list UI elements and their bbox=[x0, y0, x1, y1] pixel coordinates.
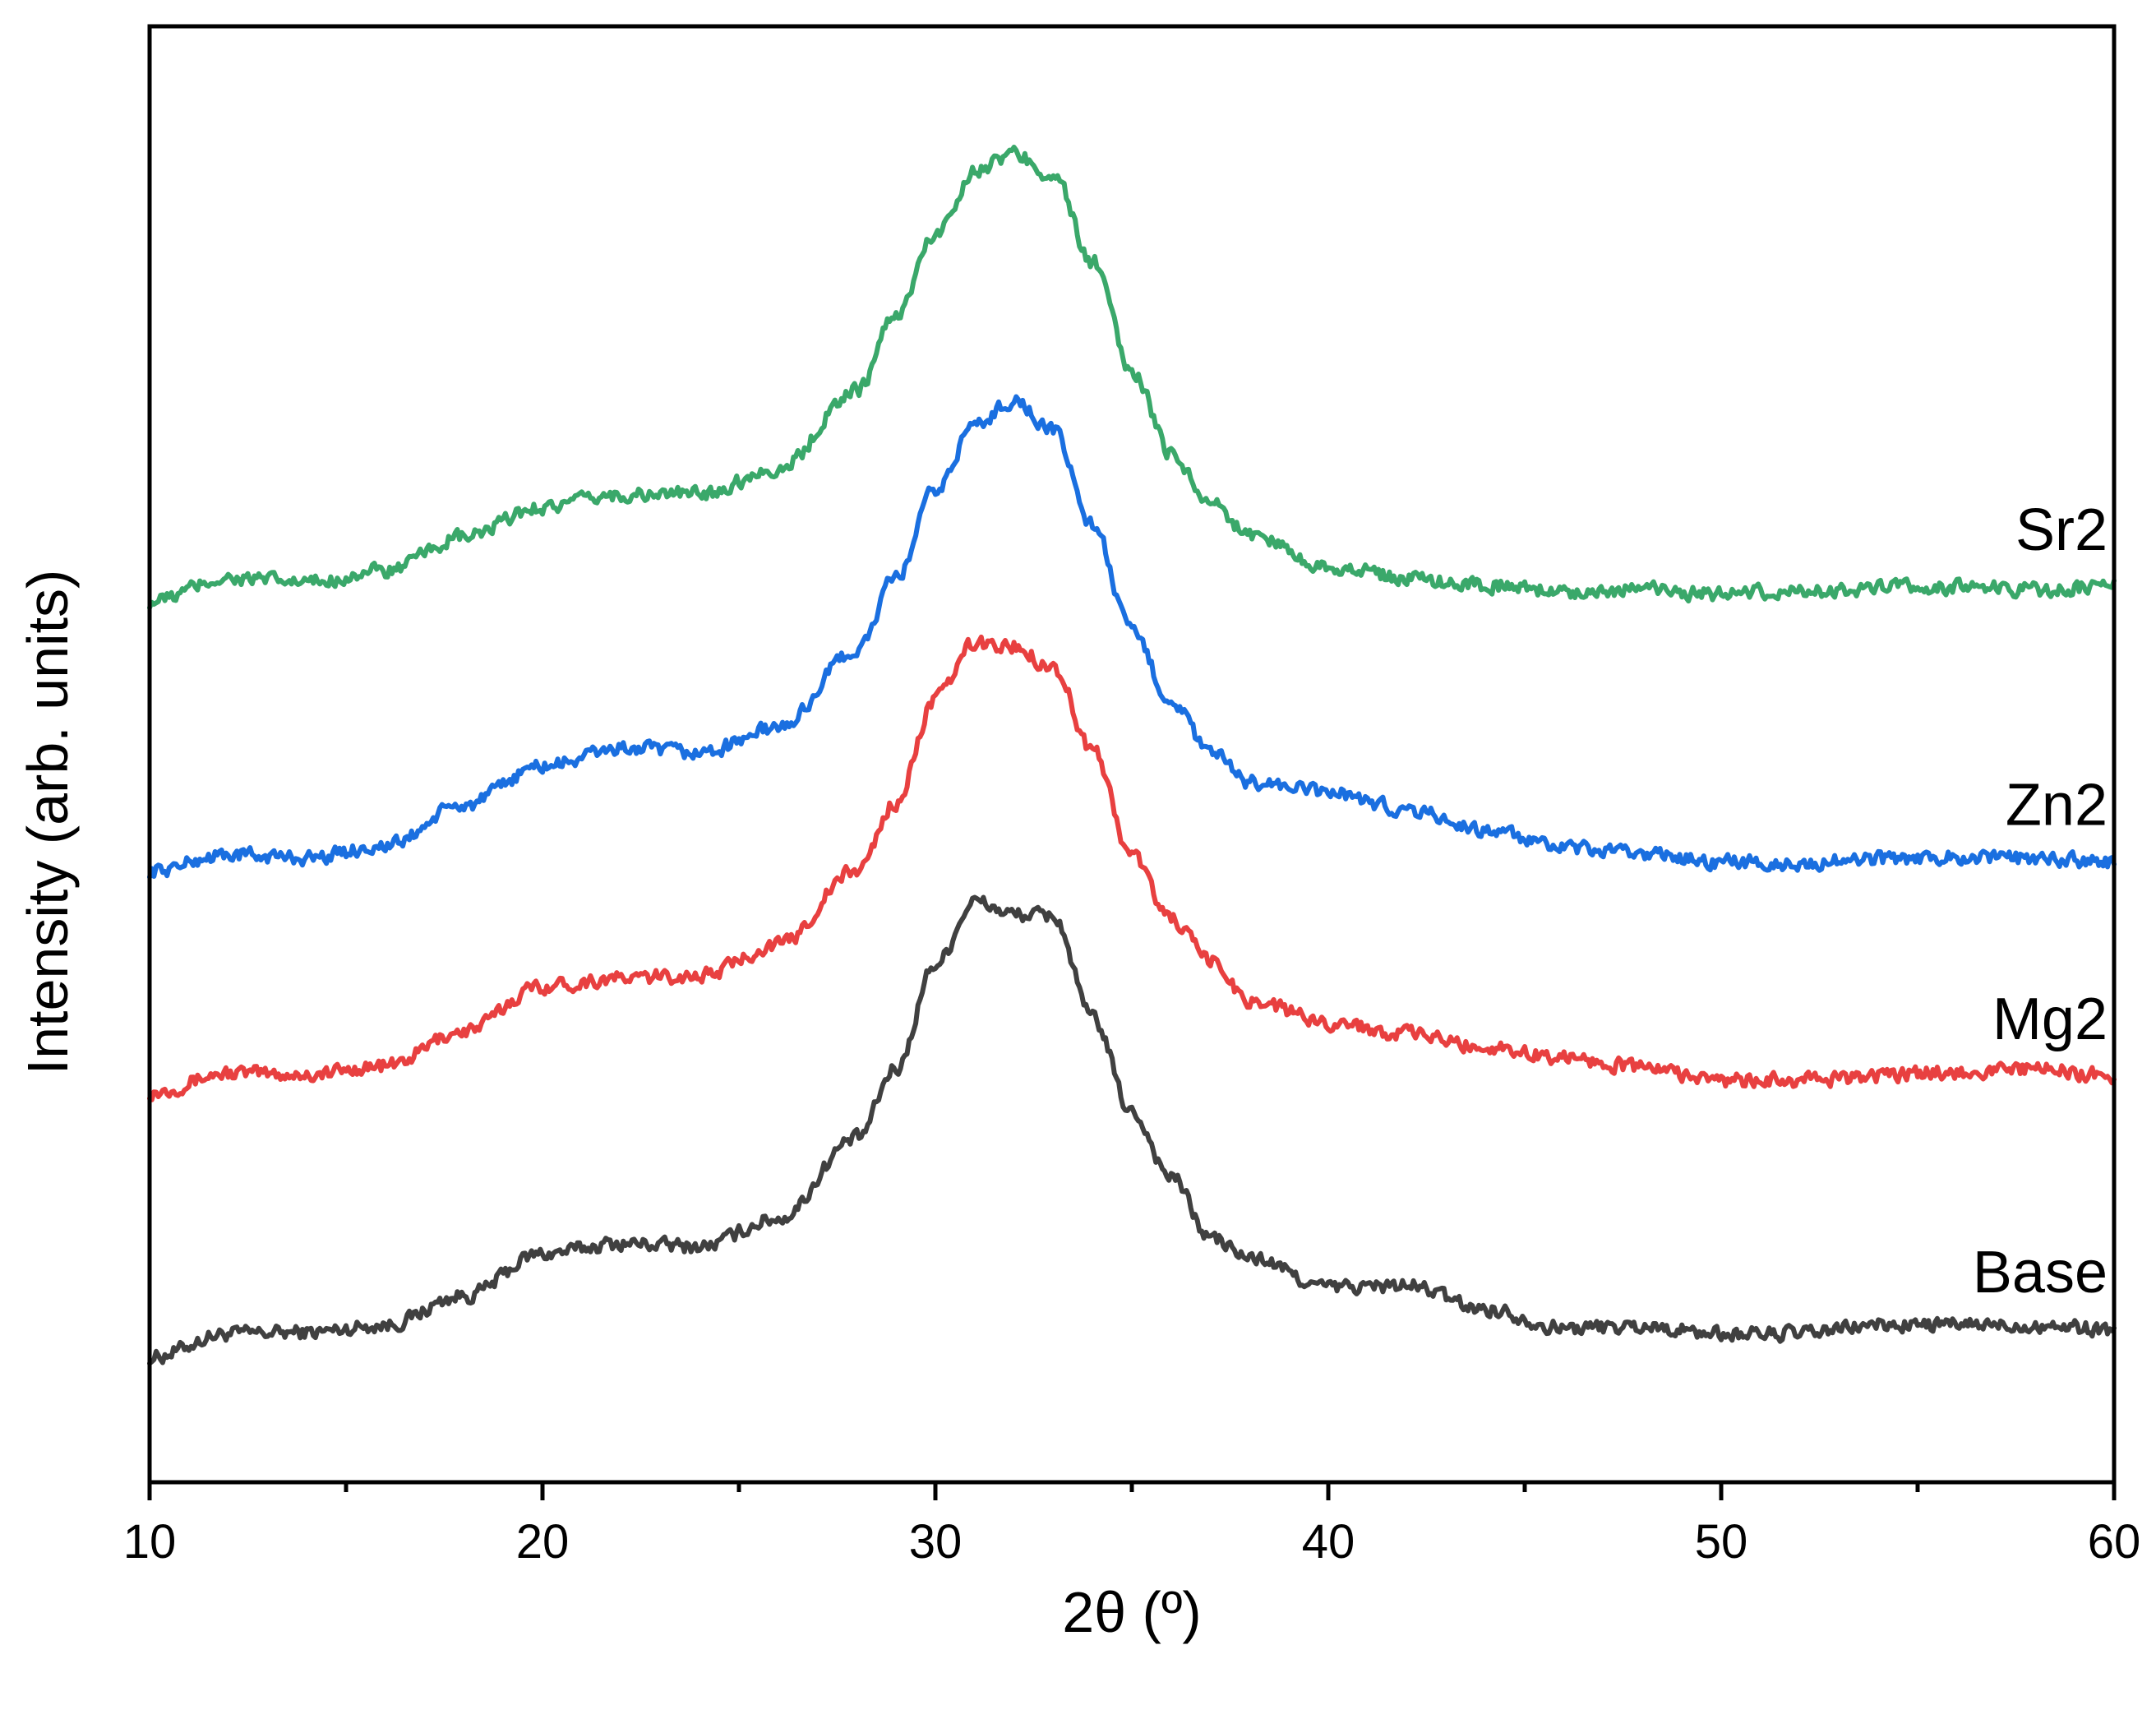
series-labels: Base Mg2 Zn2 Sr2 bbox=[1973, 497, 2108, 1305]
x-tick-label: 50 bbox=[1695, 1515, 1748, 1569]
series-line-mg2 bbox=[147, 634, 2117, 1102]
y-axis-label: Intensity (arb. units) bbox=[16, 570, 80, 1075]
series-label-base: Base bbox=[1973, 1240, 2108, 1305]
series-line-zn2 bbox=[147, 394, 2117, 880]
x-tick-label: 60 bbox=[2088, 1515, 2141, 1569]
x-axis-ticks: 10 20 30 40 50 60 bbox=[123, 1482, 2141, 1569]
series-line-base bbox=[147, 894, 2117, 1366]
series-label-zn2: Zn2 bbox=[2006, 773, 2108, 839]
plot-frame bbox=[147, 24, 2117, 1485]
x-tick-label: 20 bbox=[516, 1515, 570, 1569]
series-label-sr2: Sr2 bbox=[2015, 497, 2108, 563]
series-line-sr2 bbox=[147, 145, 2117, 611]
x-tick-label: 30 bbox=[909, 1515, 963, 1569]
series-label-mg2: Mg2 bbox=[1992, 987, 2108, 1052]
series-layer bbox=[147, 145, 2117, 1366]
x-axis-label: 2θ (º) bbox=[1062, 1580, 1202, 1644]
x-tick-label: 40 bbox=[1302, 1515, 1355, 1569]
x-tick-label: 10 bbox=[123, 1515, 177, 1569]
